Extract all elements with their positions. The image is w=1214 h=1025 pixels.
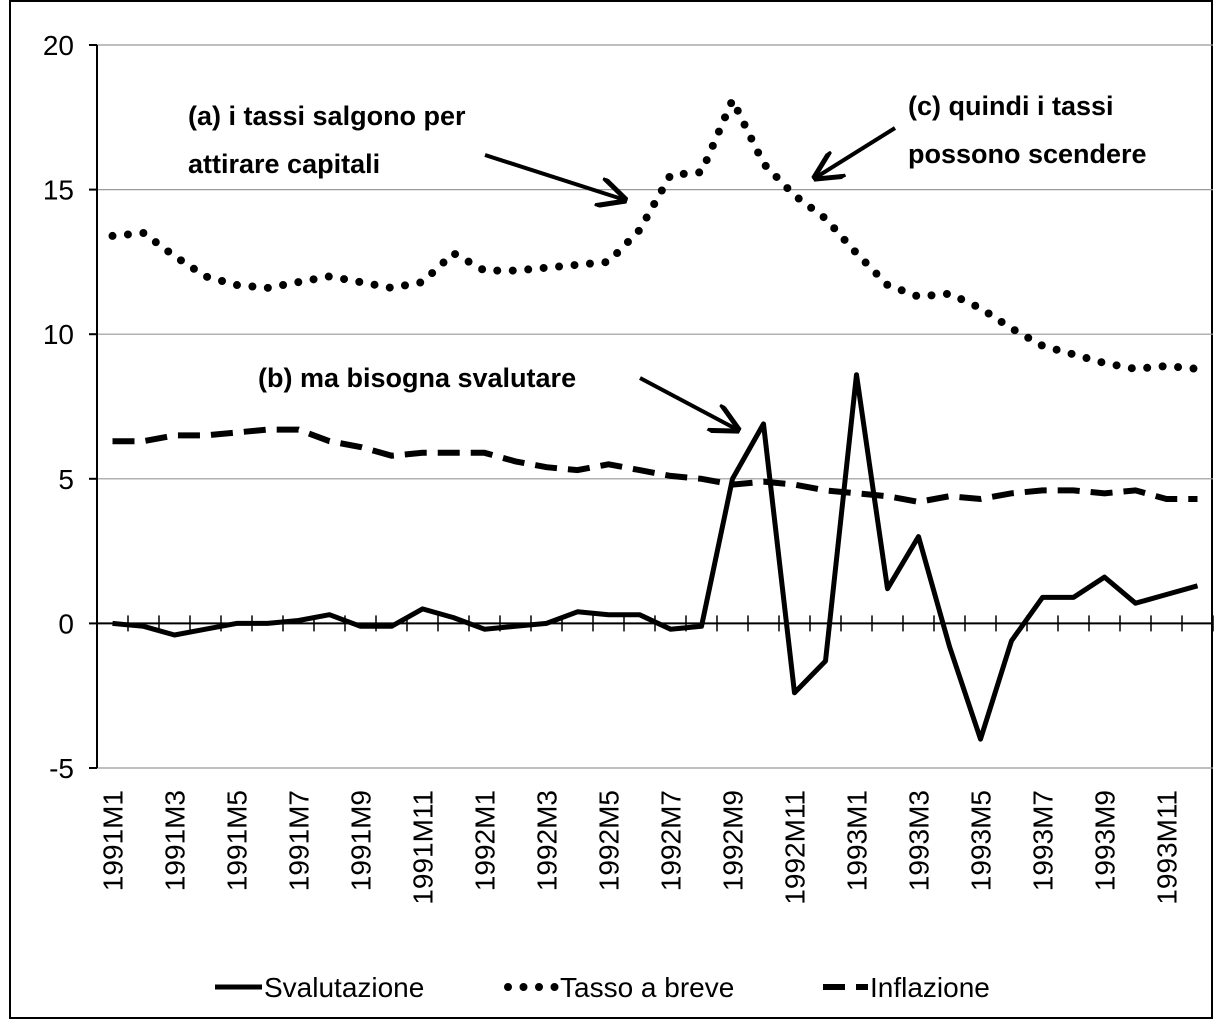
frame (9, 0, 1213, 1019)
annotation: (c) quindi i tassi (908, 91, 1114, 121)
x-tick-label: 1991M5 (222, 790, 253, 891)
annotation-arrow (815, 126, 897, 178)
x-tick-label: 1992M3 (532, 790, 563, 891)
x-tick-label: 1993M5 (966, 790, 997, 891)
x-tick-label: 1993M3 (904, 790, 935, 891)
x-tick-label: 1991M1 (98, 790, 129, 891)
series-line (108, 90, 1202, 373)
legend-label: Tasso a breve (560, 972, 734, 1003)
y-tick-label: 0 (58, 608, 74, 639)
annotation-arrow (484, 153, 625, 200)
x-tick-label: 1993M9 (1090, 790, 1121, 891)
x-tick-label: 1991M11 (408, 790, 439, 905)
x-tick-label: 1991M9 (346, 790, 377, 891)
x-tick-label: 1992M1 (470, 790, 501, 891)
y-tick-label: -5 (49, 753, 74, 784)
y-tick-label: 10 (43, 319, 74, 350)
annotation: (a) i tassi salgono per (188, 101, 466, 131)
x-tick-label: 1991M3 (160, 790, 191, 891)
legend-label: Inflazione (870, 972, 990, 1003)
series-line (112, 426, 1198, 505)
series-line (112, 372, 1199, 742)
y-tick-label: 20 (43, 30, 74, 61)
x-tick-label: 1993M11 (1152, 790, 1183, 905)
y-tick-label: 15 (43, 175, 74, 206)
annotation-arrow (639, 376, 738, 430)
annotation: possono scendere (908, 139, 1147, 169)
x-tick-label: 1991M7 (284, 790, 315, 891)
x-tick-label: 1992M11 (780, 790, 811, 905)
x-tick-label: 1992M7 (656, 790, 687, 891)
y-tick-label: 5 (58, 464, 74, 495)
legend-label: Svalutazione (264, 972, 424, 1003)
x-tick-label: 1993M1 (842, 790, 873, 891)
x-tick-label: 1992M9 (718, 790, 749, 891)
x-tick-label: 1992M5 (594, 790, 625, 891)
x-tick-label: 1993M7 (1028, 790, 1059, 891)
annotation: (b) ma bisogna svalutare (258, 363, 576, 393)
annotation: attirare capitali (188, 149, 380, 179)
